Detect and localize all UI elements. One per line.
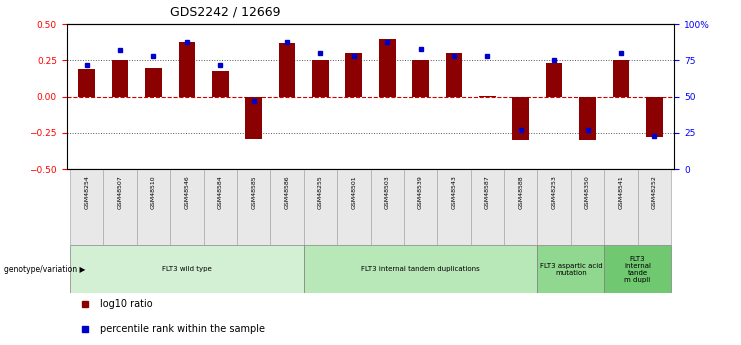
Bar	[412, 60, 429, 97]
Text: GSM48255: GSM48255	[318, 175, 323, 209]
Bar	[170, 169, 204, 245]
Bar	[504, 169, 537, 245]
Bar	[646, 97, 662, 137]
Text: genotype/variation ▶: genotype/variation ▶	[4, 265, 85, 274]
Bar	[404, 169, 437, 245]
Bar	[337, 169, 370, 245]
Text: log10 ratio: log10 ratio	[100, 299, 153, 309]
Bar	[245, 97, 262, 139]
Bar	[471, 169, 504, 245]
Bar	[204, 169, 237, 245]
Text: GSM48586: GSM48586	[285, 175, 290, 209]
Text: GSM48501: GSM48501	[351, 175, 356, 209]
Text: GSM48503: GSM48503	[385, 175, 390, 209]
Bar	[312, 60, 329, 97]
Bar	[79, 69, 95, 97]
Text: GSM48585: GSM48585	[251, 175, 256, 209]
Bar	[270, 169, 304, 245]
Text: GSM48588: GSM48588	[518, 175, 523, 209]
Bar	[479, 96, 496, 97]
Text: percentile rank within the sample: percentile rank within the sample	[100, 324, 265, 334]
Bar	[279, 43, 296, 97]
Bar	[537, 169, 571, 245]
Bar	[571, 169, 604, 245]
Bar	[379, 39, 396, 97]
Bar	[604, 245, 671, 293]
Text: GSM48539: GSM48539	[418, 175, 423, 209]
Bar	[237, 169, 270, 245]
Bar	[112, 60, 128, 97]
Bar	[437, 169, 471, 245]
Bar	[179, 41, 195, 97]
Bar	[579, 97, 596, 140]
Bar	[137, 169, 170, 245]
Text: GSM48510: GSM48510	[151, 175, 156, 209]
Bar	[304, 169, 337, 245]
Text: GSM48507: GSM48507	[118, 175, 122, 209]
Bar	[613, 60, 629, 97]
Bar	[546, 63, 562, 97]
Text: GSM48253: GSM48253	[551, 175, 556, 209]
Bar	[512, 97, 529, 140]
Text: FLT3
internal
tande
m dupli: FLT3 internal tande m dupli	[624, 256, 651, 283]
Bar	[145, 68, 162, 97]
Text: FLT3 internal tandem duplications: FLT3 internal tandem duplications	[361, 266, 480, 272]
Text: GSM48587: GSM48587	[485, 175, 490, 209]
Bar	[604, 169, 637, 245]
Text: GSM48543: GSM48543	[451, 175, 456, 209]
Text: GDS2242 / 12669: GDS2242 / 12669	[170, 6, 281, 18]
Bar	[104, 169, 137, 245]
Bar	[537, 245, 604, 293]
Text: GSM48350: GSM48350	[585, 175, 590, 209]
Text: GSM48584: GSM48584	[218, 175, 223, 209]
Bar	[70, 169, 104, 245]
Text: FLT3 wild type: FLT3 wild type	[162, 266, 212, 272]
Bar	[370, 169, 404, 245]
Bar	[304, 245, 537, 293]
Text: GSM48252: GSM48252	[652, 175, 657, 209]
Bar	[345, 53, 362, 97]
Text: GSM48541: GSM48541	[619, 175, 623, 209]
Bar	[637, 169, 671, 245]
Text: FLT3 aspartic acid
mutation: FLT3 aspartic acid mutation	[539, 263, 602, 276]
Text: GSM48546: GSM48546	[185, 175, 190, 209]
Bar	[445, 53, 462, 97]
Bar	[212, 70, 229, 97]
Bar	[70, 245, 304, 293]
Text: GSM48254: GSM48254	[84, 175, 89, 209]
